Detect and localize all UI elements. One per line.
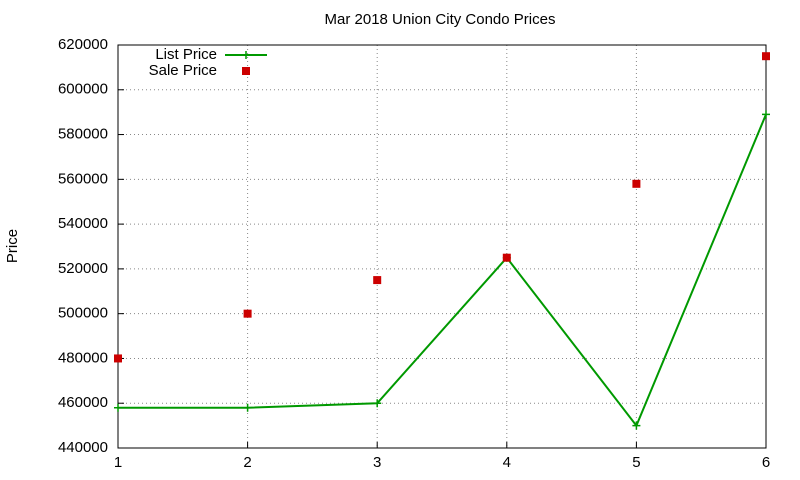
legend-swatch	[242, 51, 250, 59]
y-tick-label: 520000	[58, 260, 108, 277]
y-tick-label: 620000	[58, 36, 108, 53]
point-marker	[243, 403, 252, 412]
y-tick-label: 500000	[58, 305, 108, 322]
x-tick-label: 2	[243, 454, 251, 471]
legend-swatch	[242, 67, 250, 75]
y-tick-label: 480000	[58, 349, 108, 366]
y-tick-label: 440000	[58, 439, 108, 456]
point-marker	[762, 52, 770, 61]
y-tick-label: 460000	[58, 394, 108, 411]
point-marker	[114, 403, 122, 412]
point-marker	[373, 276, 382, 285]
y-tick-label: 560000	[58, 170, 108, 187]
x-tick-label: 4	[503, 454, 511, 471]
x-tick-label: 5	[632, 454, 640, 471]
point-marker	[632, 421, 641, 430]
x-tick-label: 3	[373, 454, 381, 471]
point-marker	[373, 399, 382, 408]
point-marker	[632, 179, 641, 188]
y-axis-label: Price	[4, 229, 21, 263]
point-marker	[762, 110, 770, 119]
y-tick-label: 540000	[58, 215, 108, 232]
chart-title: Mar 2018 Union City Condo Prices	[325, 11, 556, 28]
point-marker	[114, 354, 122, 363]
y-tick-label: 600000	[58, 81, 108, 98]
plot-border	[117, 44, 767, 449]
point-marker	[243, 309, 252, 318]
x-tick-label: 1	[114, 454, 122, 471]
y-tick-label: 580000	[58, 126, 108, 143]
point-marker	[502, 253, 511, 262]
legend-label: Sale Price	[149, 62, 217, 79]
series-line	[118, 114, 767, 428]
legend-label: List Price	[155, 46, 217, 63]
x-tick-label: 6	[762, 454, 770, 471]
